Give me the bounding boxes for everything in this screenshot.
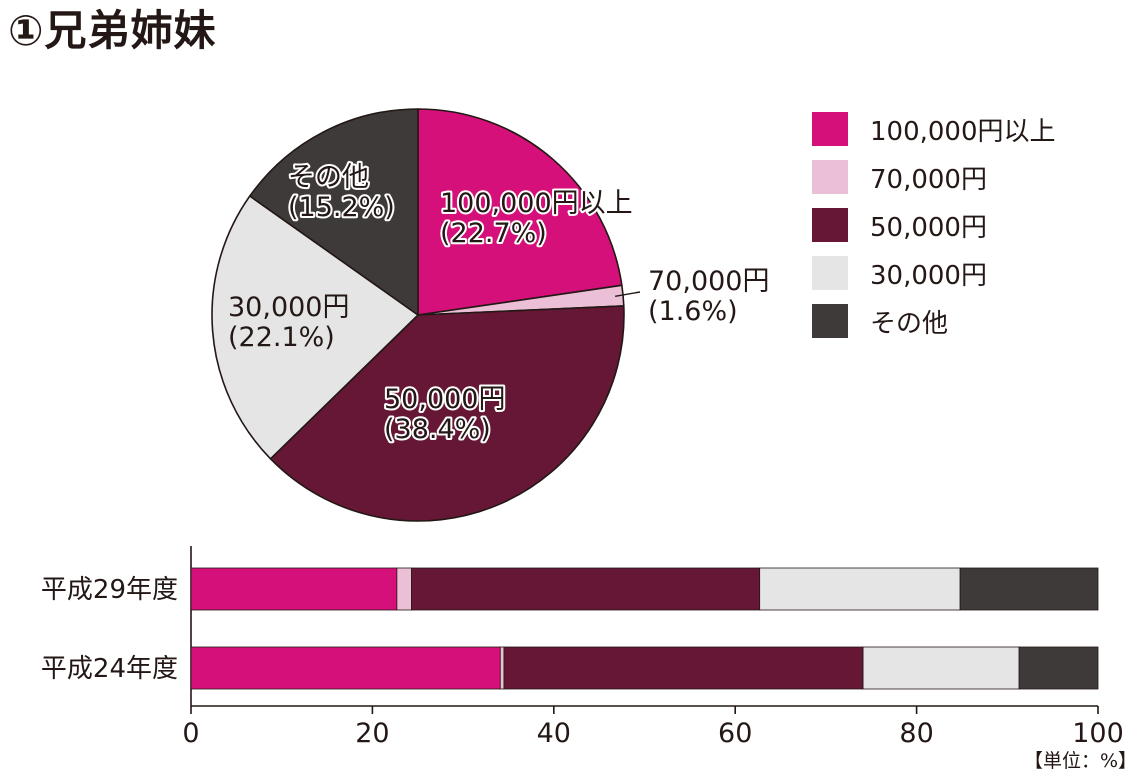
legend-item-other: その他 [812, 304, 949, 339]
x-tick-label: 20 [355, 718, 389, 749]
legend-swatch [812, 112, 848, 146]
bar-segment-30000-yen [759, 567, 961, 611]
legend-label: 30,000円 [870, 260, 987, 291]
bar-segment-50000-yen [503, 646, 864, 690]
pie-label-percent: (22.1%) [228, 322, 335, 353]
legend-swatch [812, 304, 848, 338]
x-tick-label: 100 [1072, 718, 1124, 749]
pie-label-100000-yen-plus: 100,000円以上(22.7%) [438, 186, 635, 251]
pie-label-other: その他(15.2%) [286, 160, 397, 225]
category-label: 平成24年度 [41, 654, 178, 684]
bar-segment-100000-yen-plus [190, 646, 501, 690]
pie-label-50000-yen: 50,000円(38.4%) [382, 382, 507, 447]
bar-segment-50000-yen [411, 567, 761, 611]
pie-label-70000-yen: 70,000円(1.6%) [648, 266, 769, 327]
pie-label-name: 30,000円 [228, 292, 349, 323]
pie-label-percent: (15.2%) [288, 192, 395, 223]
pie-label-name: その他 [288, 162, 369, 193]
unit-label: 【単位：%】 [1024, 750, 1138, 772]
legend-item-100000-yen-plus: 100,000円以上 [812, 112, 1056, 147]
pie-slice-30000-yen [211, 195, 419, 460]
pie-label-percent: (22.7%) [440, 218, 547, 249]
x-tick-label: 40 [537, 718, 571, 749]
x-tick-label: 0 [182, 718, 199, 749]
pie-slice-100000-yen-plus [417, 108, 623, 316]
bar-segment-100000-yen-plus [190, 567, 398, 611]
pie-slice-50000-yen [269, 305, 625, 522]
chart-title: ①兄弟姉妹 [8, 6, 217, 55]
legend-item-70000-yen: 70,000円 [812, 160, 987, 195]
pie-label-name: 70,000円 [648, 266, 769, 297]
legend-label: 100,000円以上 [870, 116, 1056, 147]
x-tick-label: 80 [899, 718, 933, 749]
pie-label-percent: (1.6%) [648, 296, 738, 327]
legend-label: 50,000円 [870, 212, 987, 243]
bar-segment-70000-yen [499, 646, 505, 690]
pie-leader-line [615, 291, 641, 298]
legend-item-50000-yen: 50,000円 [812, 208, 987, 243]
pie-label-30000-yen: 30,000円(22.1%) [228, 292, 349, 353]
pie-label-name: 50,000円 [384, 384, 505, 415]
legend-swatch [812, 160, 848, 194]
pie-slice-other [249, 108, 419, 316]
bar-segment-30000-yen [862, 646, 1020, 690]
legend-label: 70,000円 [870, 164, 987, 195]
legend-item-30000-yen: 30,000円 [812, 256, 987, 291]
bar-segment-70000-yen [396, 567, 412, 611]
x-tick-label: 60 [718, 718, 752, 749]
legend-swatch [812, 208, 848, 242]
bar-segment-other [959, 567, 1099, 611]
legend-swatch [812, 256, 848, 290]
legend-label: その他 [870, 308, 949, 339]
category-label: 平成29年度 [41, 575, 178, 605]
pie-label-name: 100,000円以上 [440, 188, 633, 219]
pie-label-percent: (38.4%) [384, 414, 491, 445]
bar-segment-other [1018, 646, 1099, 690]
